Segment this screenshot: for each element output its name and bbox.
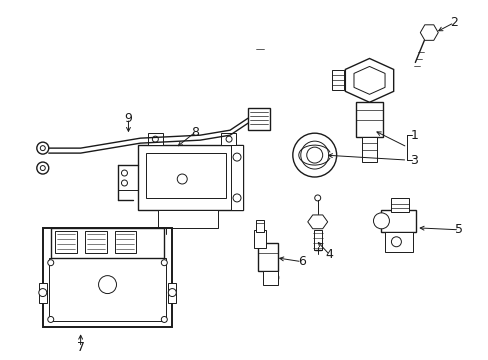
Text: 6: 6 [297,255,305,268]
Circle shape [225,136,232,142]
Bar [355,102,383,137]
Polygon shape [353,67,384,94]
Bar [168,283,176,302]
Circle shape [292,133,336,177]
Text: 8: 8 [191,126,199,139]
Circle shape [300,141,328,169]
Circle shape [233,153,241,161]
Text: 4: 4 [325,248,333,261]
Bar [313,230,321,250]
Circle shape [152,136,158,142]
Circle shape [37,162,49,174]
Circle shape [168,289,176,297]
Bar [230,145,243,210]
Bar [138,145,243,210]
Text: 9: 9 [124,112,132,125]
Bar [51,228,164,258]
Circle shape [121,180,127,186]
Circle shape [161,316,167,323]
Text: 7: 7 [77,341,84,354]
Bar [158,210,218,228]
Bar [148,133,163,145]
Bar [146,153,225,198]
Text: 5: 5 [454,223,462,236]
Bar [42,228,172,328]
Bar [253,230,265,248]
Polygon shape [307,215,327,229]
Bar [361,137,377,162]
Polygon shape [345,58,393,102]
Bar [331,71,343,90]
Text: 2: 2 [449,16,457,29]
Circle shape [390,237,401,247]
Bar [39,283,47,302]
Bar [390,198,408,212]
Circle shape [177,174,187,184]
Circle shape [161,260,167,266]
Circle shape [40,166,45,171]
Bar [255,220,264,232]
Circle shape [39,289,47,297]
Bar [221,133,236,145]
Circle shape [121,170,127,176]
Bar [84,231,106,253]
Circle shape [373,213,388,229]
Circle shape [266,272,278,284]
Bar [263,271,277,285]
Circle shape [48,260,54,266]
Bar [247,108,269,130]
Circle shape [314,195,320,201]
Bar [114,231,136,253]
Circle shape [48,316,54,323]
Circle shape [306,147,322,163]
Text: 1: 1 [409,129,417,142]
Circle shape [40,146,45,150]
Circle shape [37,142,49,154]
Polygon shape [420,25,437,40]
Circle shape [233,194,241,202]
Bar [385,232,412,252]
Bar [258,243,277,271]
Circle shape [99,276,116,293]
Bar [55,231,77,253]
Bar [381,210,415,232]
Bar [49,258,166,321]
Text: 3: 3 [409,154,417,167]
